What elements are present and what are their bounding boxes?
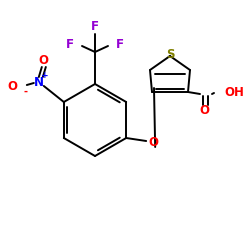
- Text: O: O: [8, 80, 18, 92]
- Text: F: F: [116, 38, 124, 51]
- Text: F: F: [91, 20, 99, 33]
- Text: O: O: [39, 54, 49, 66]
- Text: +: +: [41, 72, 49, 80]
- Text: -: -: [24, 87, 28, 97]
- Text: N: N: [34, 76, 44, 88]
- Text: F: F: [66, 38, 74, 51]
- Text: OH: OH: [224, 86, 244, 100]
- Text: O: O: [148, 136, 158, 149]
- Text: O: O: [199, 104, 209, 118]
- Text: S: S: [166, 48, 174, 62]
